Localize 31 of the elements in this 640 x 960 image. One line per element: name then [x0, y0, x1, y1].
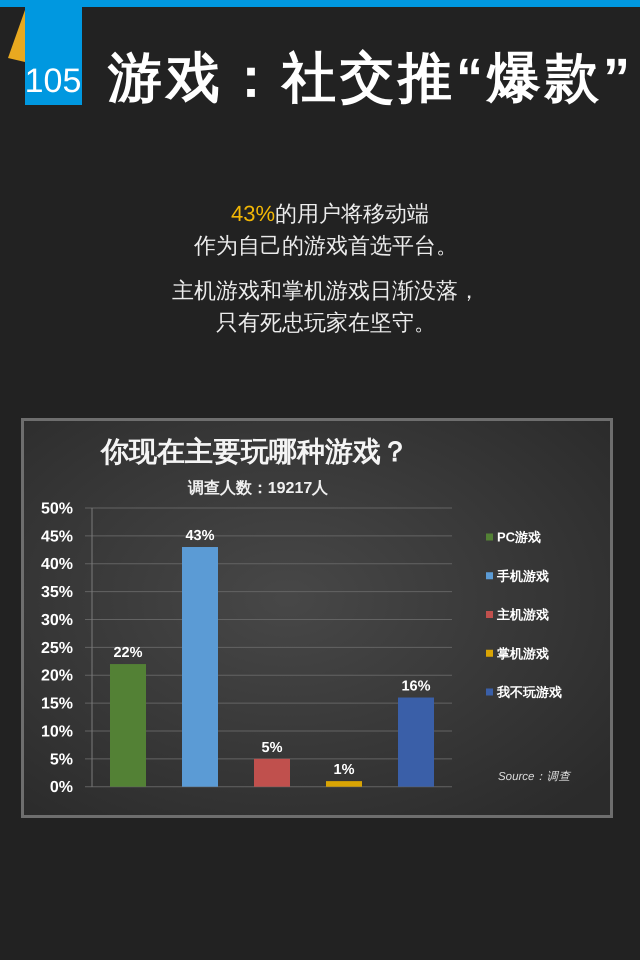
- y-tick-label: 50%: [40, 500, 73, 518]
- legend-label: 掌机游戏: [497, 646, 549, 661]
- y-tick-label: 20%: [40, 668, 73, 685]
- text: 主机游戏和掌机游戏日渐没落，: [172, 278, 480, 303]
- text: 游戏：社交推“爆款”: [107, 48, 634, 108]
- data-label: 16%: [401, 678, 431, 695]
- y-tick-label: 25%: [40, 640, 73, 657]
- y-tick-label: 30%: [40, 612, 73, 629]
- legend-label: PC游戏: [497, 530, 542, 544]
- legend-label: 我不玩游戏: [496, 684, 562, 700]
- y-tick-label: 5%: [50, 751, 73, 768]
- data-label: 5%: [262, 740, 283, 756]
- y-tick-label: 35%: [40, 584, 73, 602]
- chart-title: 你现在主要玩哪种游戏？: [99, 436, 409, 467]
- data-label: 43%: [185, 528, 215, 544]
- text: 105: [24, 62, 82, 100]
- y-tick-label: 45%: [40, 528, 73, 546]
- legend-label: 主机游戏: [496, 607, 549, 622]
- text: 作为自己的游戏首选平台。: [193, 233, 458, 258]
- data-label: 1%: [334, 762, 355, 778]
- text: 只有死忠玩家在坚守。: [216, 310, 436, 335]
- y-tick-label: 15%: [40, 696, 73, 713]
- data-label: 22%: [113, 645, 143, 662]
- y-tick-label: 0%: [50, 779, 73, 796]
- chart-subtitle: 调查人数：19217人: [186, 479, 330, 497]
- source-note: Source：调查: [498, 770, 572, 783]
- y-tick-label: 10%: [40, 723, 73, 740]
- text: 43%: [230, 201, 276, 226]
- legend-label: 手机游戏: [496, 568, 549, 584]
- text: 的用户将移动端: [275, 201, 430, 226]
- y-tick-label: 40%: [40, 556, 73, 574]
